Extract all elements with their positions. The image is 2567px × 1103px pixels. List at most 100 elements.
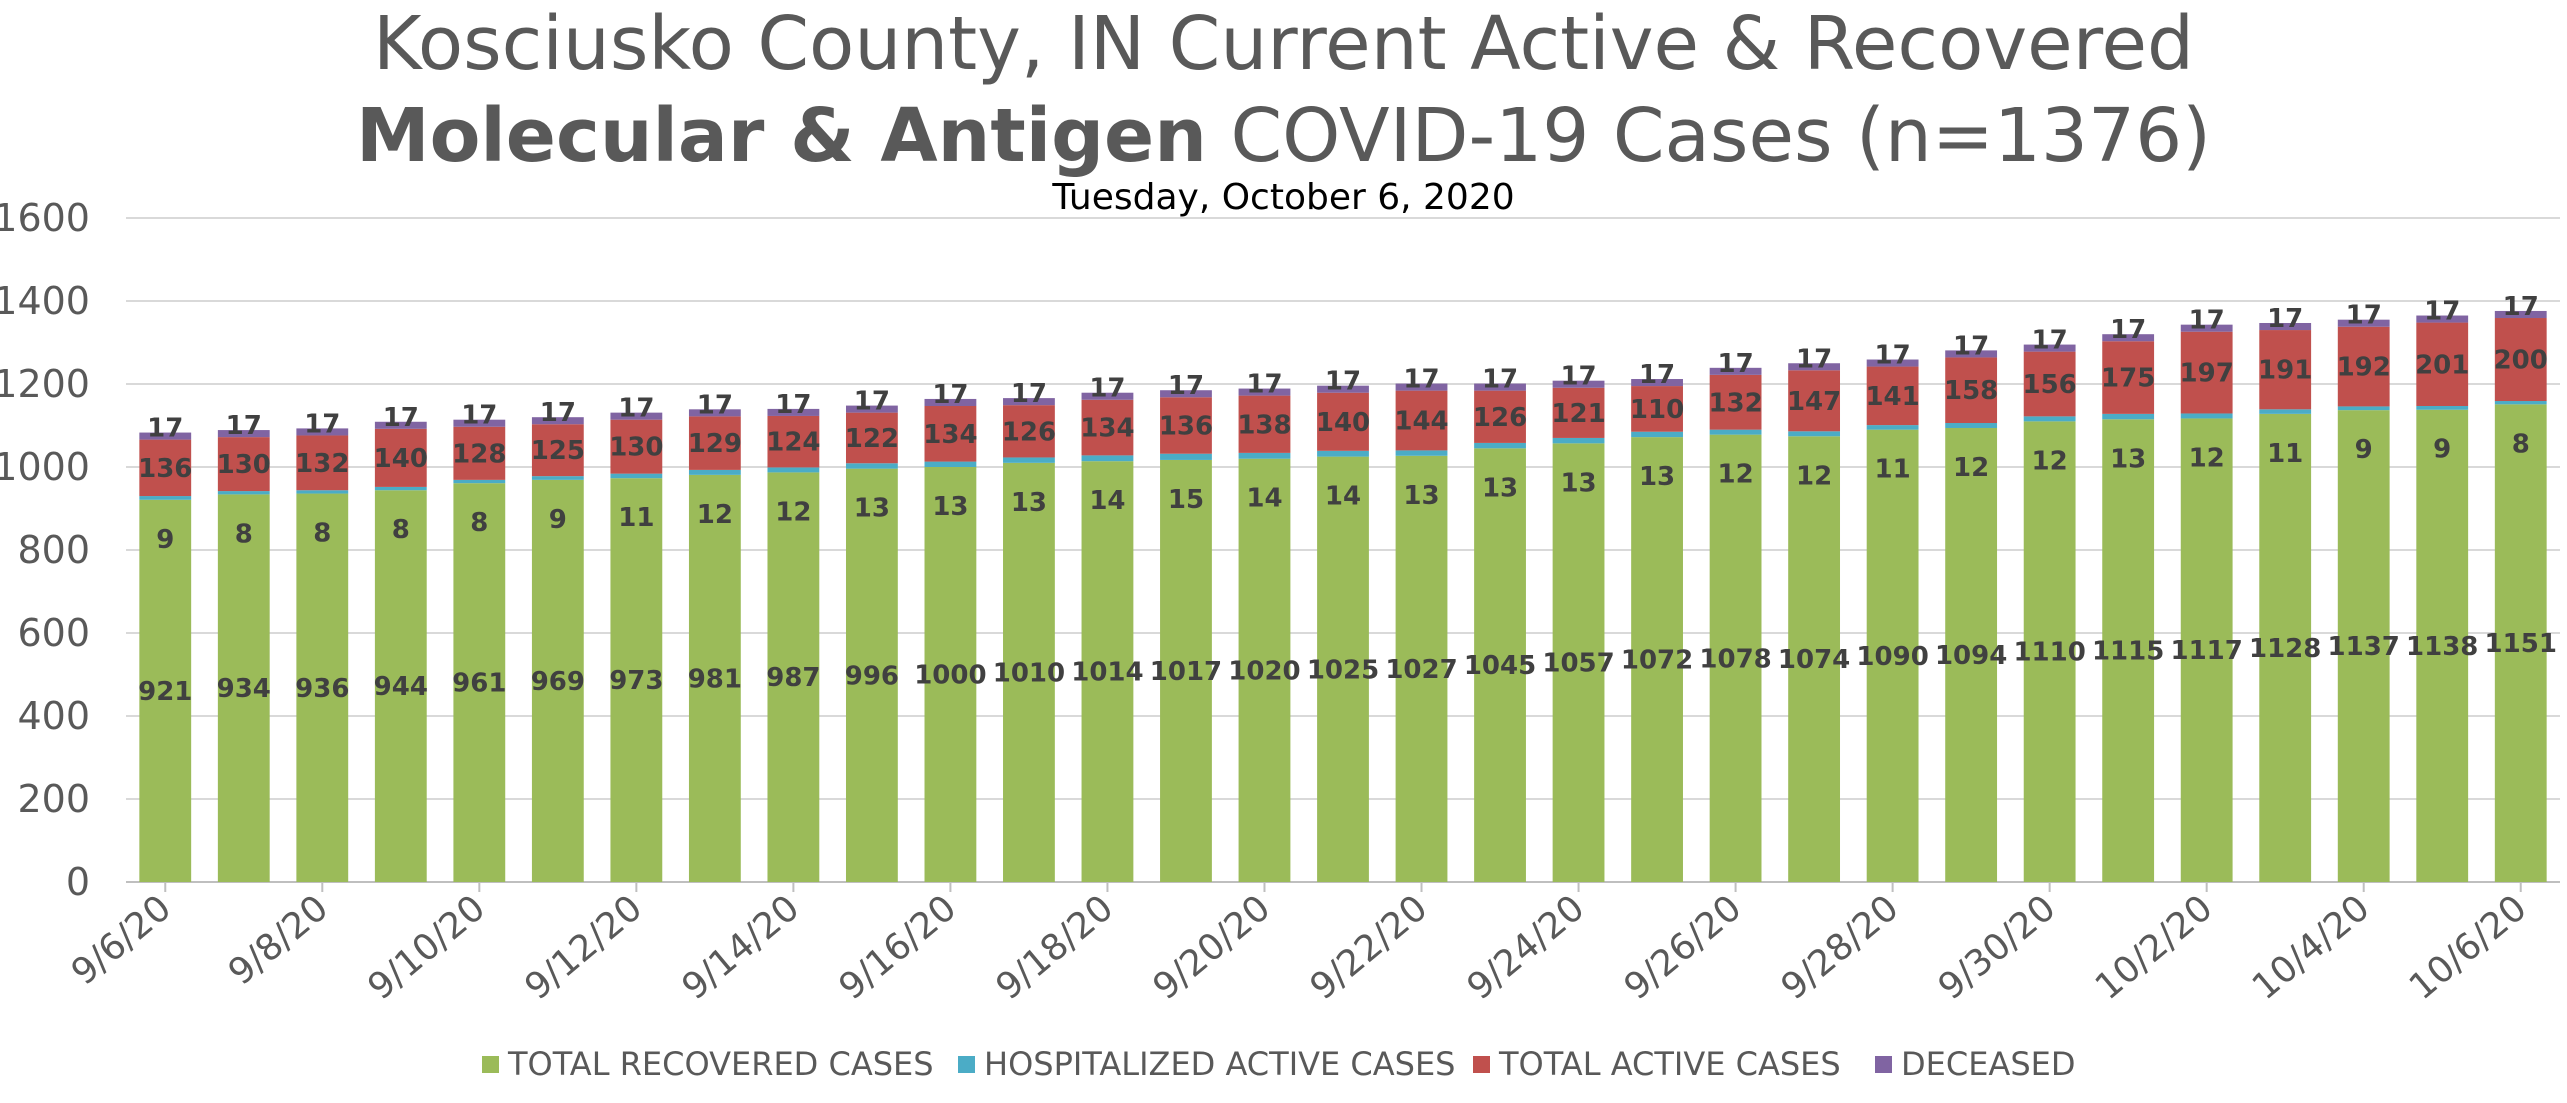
bar-deceased bbox=[1003, 398, 1055, 406]
data-label-total-active-cases: 201 bbox=[2415, 350, 2469, 380]
data-label-hospitalized-active-cases: 9 bbox=[156, 525, 174, 555]
data-label-deceased: 17 bbox=[1717, 349, 1753, 379]
data-label-hospitalized-active-cases: 8 bbox=[235, 519, 253, 549]
bar-total-recovered-cases bbox=[1317, 456, 1369, 882]
bar-deceased bbox=[453, 419, 506, 427]
data-label-total-active-cases: 121 bbox=[1551, 399, 1605, 429]
bar-total-active-cases bbox=[924, 405, 977, 462]
data-label-total-active-cases: 138 bbox=[1237, 410, 1291, 440]
bar-hospitalized-active-cases bbox=[845, 463, 898, 469]
bar-hospitalized-active-cases bbox=[374, 486, 427, 491]
legend-swatch-hospitalized-active-cases bbox=[958, 1056, 975, 1073]
y-tick-label: 1600 bbox=[0, 196, 90, 240]
bar-deceased bbox=[1552, 380, 1605, 388]
data-label-hospitalized-active-cases: 13 bbox=[854, 494, 890, 524]
bar-deceased bbox=[1788, 363, 1841, 371]
x-tick-label: 9/18/20 bbox=[989, 887, 1122, 1008]
data-label-hospitalized-active-cases: 14 bbox=[1325, 482, 1361, 512]
data-label-total-active-cases: 140 bbox=[1316, 408, 1370, 438]
bar-deceased bbox=[217, 430, 270, 438]
bar-total-recovered-cases bbox=[1081, 461, 1134, 882]
data-label-hospitalized-active-cases: 12 bbox=[2189, 443, 2225, 473]
bar-hospitalized-active-cases bbox=[1160, 453, 1212, 460]
legend-label-deceased: DECEASED bbox=[1901, 1045, 2075, 1083]
bar-hospitalized-active-cases bbox=[2023, 416, 2076, 422]
bar-deceased bbox=[1081, 392, 1134, 400]
data-label-total-recovered-cases: 1094 bbox=[1935, 641, 2007, 671]
bar-hospitalized-active-cases bbox=[688, 469, 741, 475]
data-label-deceased: 17 bbox=[383, 403, 419, 433]
data-label-total-active-cases: 200 bbox=[2494, 346, 2548, 376]
data-label-deceased: 17 bbox=[147, 414, 183, 444]
bar-total-active-cases bbox=[1160, 397, 1212, 454]
bar-total-active-cases bbox=[1003, 405, 1055, 458]
data-label-total-active-cases: 122 bbox=[845, 424, 899, 454]
y-tick-label: 200 bbox=[17, 777, 90, 821]
data-label-hospitalized-active-cases: 9 bbox=[549, 505, 567, 535]
bar-deceased bbox=[767, 408, 820, 416]
data-label-total-active-cases: 134 bbox=[923, 420, 977, 450]
data-label-hospitalized-active-cases: 9 bbox=[2433, 435, 2451, 465]
data-label-total-recovered-cases: 1020 bbox=[1228, 656, 1300, 686]
chart-title-rest: COVID-19 Cases (n=1376) bbox=[1206, 93, 2212, 179]
x-tick-label: 9/12/20 bbox=[517, 887, 650, 1008]
bar-deceased bbox=[1474, 383, 1526, 391]
x-tick-label: 9/22/20 bbox=[1303, 887, 1436, 1008]
bar-deceased bbox=[296, 428, 349, 436]
data-label-hospitalized-active-cases: 12 bbox=[2032, 446, 2068, 476]
data-label-total-recovered-cases: 969 bbox=[531, 667, 585, 697]
data-label-total-active-cases: 158 bbox=[1944, 376, 1998, 406]
bar-total-active-cases bbox=[453, 426, 506, 480]
bar-total-recovered-cases bbox=[2494, 404, 2547, 882]
bar-total-active-cases bbox=[2102, 341, 2155, 414]
data-label-total-active-cases: 129 bbox=[688, 429, 742, 459]
bar-hospitalized-active-cases bbox=[1395, 450, 1448, 456]
data-label-total-active-cases: 136 bbox=[1159, 412, 1213, 442]
bar-hospitalized-active-cases bbox=[1709, 429, 1762, 435]
legend-label-total-active-cases: TOTAL ACTIVE CASES bbox=[1498, 1045, 1841, 1083]
data-label-hospitalized-active-cases: 13 bbox=[2110, 444, 2146, 474]
data-label-total-recovered-cases: 944 bbox=[374, 672, 428, 702]
bar-deceased bbox=[1317, 385, 1369, 393]
data-label-hospitalized-active-cases: 12 bbox=[697, 500, 733, 530]
bar-total-recovered-cases bbox=[374, 490, 427, 882]
bar-total-active-cases bbox=[217, 437, 270, 492]
bar-hospitalized-active-cases bbox=[2180, 413, 2233, 419]
bar-total-active-cases bbox=[1317, 392, 1369, 451]
chart-title-bold: Molecular & Antigen bbox=[355, 93, 1207, 179]
bar-deceased bbox=[688, 409, 741, 417]
bar-total-active-cases bbox=[1474, 390, 1526, 443]
x-axis: 9/6/20 9/8/20 9/10/20 9/12/20 9/14/20 9/16/20… bbox=[64, 882, 2535, 1008]
bar-total-recovered-cases bbox=[296, 493, 349, 882]
data-label-deceased: 17 bbox=[1011, 379, 1047, 409]
y-tick-label: 400 bbox=[17, 694, 90, 738]
bar-total-recovered-cases bbox=[1160, 459, 1212, 882]
data-label-total-recovered-cases: 987 bbox=[766, 663, 820, 693]
bar-total-recovered-cases bbox=[1474, 448, 1526, 882]
x-tick-label: 9/26/20 bbox=[1617, 887, 1750, 1008]
bar-deceased bbox=[845, 405, 898, 413]
bar-deceased bbox=[1395, 383, 1448, 391]
data-label-deceased: 17 bbox=[1403, 365, 1439, 395]
bar-total-recovered-cases bbox=[453, 483, 506, 882]
bar-total-recovered-cases bbox=[2416, 409, 2469, 882]
legend-swatch-total-active-cases bbox=[1473, 1056, 1490, 1073]
data-label-total-recovered-cases: 981 bbox=[688, 664, 742, 694]
data-label-total-recovered-cases: 961 bbox=[452, 669, 506, 699]
data-label-deceased: 17 bbox=[2424, 297, 2460, 327]
y-tick-label: 800 bbox=[17, 528, 90, 572]
data-label-deceased: 17 bbox=[2110, 315, 2146, 345]
data-label-hospitalized-active-cases: 12 bbox=[1953, 453, 1989, 483]
x-tick-label: 10/2/20 bbox=[2088, 887, 2221, 1008]
data-label-deceased: 17 bbox=[932, 380, 968, 410]
bar-total-recovered-cases bbox=[688, 474, 741, 882]
data-label-total-active-cases: 192 bbox=[2337, 353, 2391, 383]
x-tick-label: 9/28/20 bbox=[1774, 887, 1907, 1008]
y-tick-label: 600 bbox=[17, 611, 90, 655]
bar-total-active-cases bbox=[1709, 374, 1762, 430]
bar-total-recovered-cases bbox=[1631, 437, 1683, 882]
data-label-hospitalized-active-cases: 14 bbox=[1246, 484, 1282, 514]
data-label-total-recovered-cases: 1151 bbox=[2485, 629, 2557, 659]
bar-total-active-cases bbox=[845, 412, 898, 464]
bar-deceased bbox=[1160, 390, 1212, 398]
